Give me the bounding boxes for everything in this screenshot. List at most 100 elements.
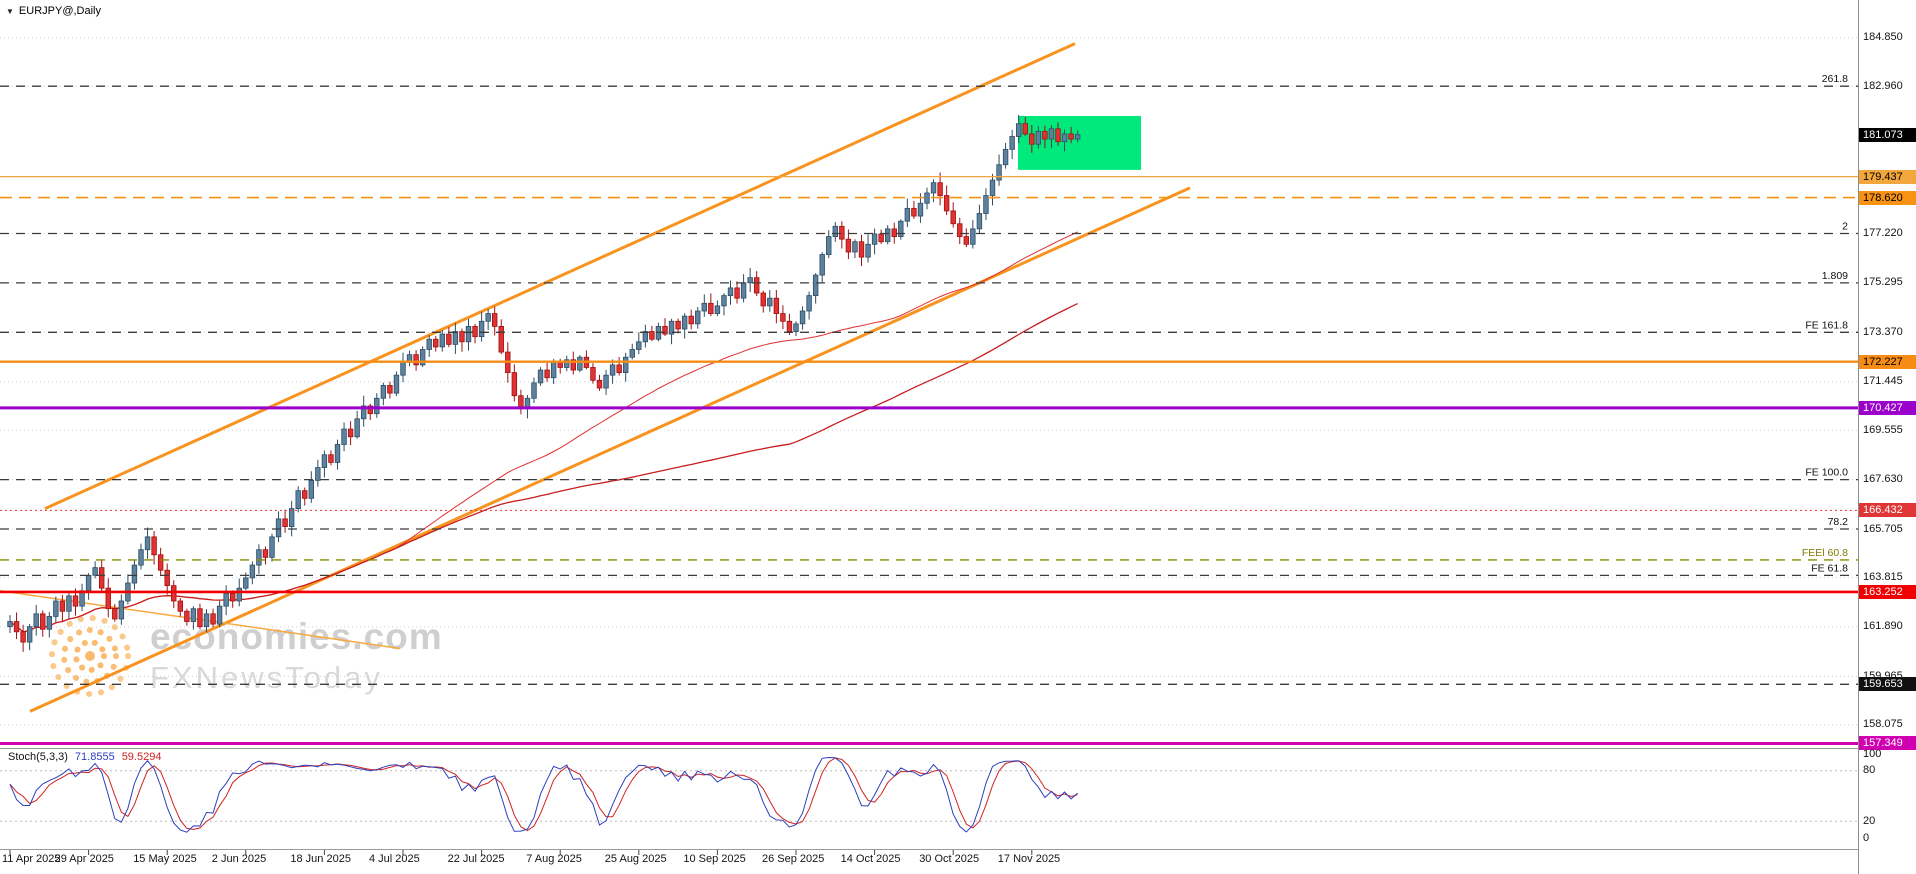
candle: [275, 518, 282, 538]
candle: [898, 220, 904, 237]
candle: [20, 631, 26, 643]
time-axis-label: 15 May 2025: [133, 853, 197, 865]
candle: [328, 454, 334, 463]
candle: [184, 610, 190, 622]
candle: [197, 608, 203, 628]
candle: [288, 508, 295, 527]
candle: [675, 320, 681, 330]
candle: [433, 338, 439, 348]
price-axis-tick: 184.850: [1863, 31, 1903, 44]
candle: [144, 536, 151, 551]
fib-level-label: 261.8: [1822, 73, 1848, 85]
price-level-badge: 170.427: [1859, 400, 1916, 415]
candle: [295, 490, 301, 510]
candle: [380, 385, 387, 399]
candle: [511, 372, 518, 397]
price-axis-tick: 158.075: [1863, 718, 1903, 731]
price-axis-tick: 169.555: [1863, 423, 1903, 436]
candle: [99, 567, 105, 589]
price-axis-tick: 165.705: [1863, 522, 1903, 535]
price-level-badge: 181.073: [1859, 127, 1916, 142]
ma-120-line: [9, 303, 1078, 633]
candle: [131, 564, 138, 584]
price-axis[interactable]: 184.850 182.960 177.220 175.295 173.370 171.4…: [1858, 0, 1916, 874]
candle: [878, 233, 884, 243]
channel-lower-line: [29, 186, 1191, 713]
candle: [596, 379, 603, 389]
candle: [33, 613, 39, 628]
candle: [819, 254, 825, 276]
ma-60-line: [9, 231, 1078, 633]
candle: [243, 577, 249, 589]
candle: [845, 238, 852, 253]
fib-level-label: 2: [1842, 221, 1848, 233]
time-axis-label: 10 Sep 2025: [683, 853, 746, 865]
candle: [413, 354, 419, 366]
candle: [930, 182, 937, 194]
stoch-axis-tick: 20: [1863, 814, 1876, 827]
time-axis-label: 4 Jul 2025: [369, 853, 420, 865]
candle: [976, 213, 983, 230]
candle: [871, 233, 878, 245]
candle: [203, 613, 210, 628]
candle: [950, 210, 956, 225]
candle: [767, 297, 773, 307]
candle: [282, 518, 288, 527]
candle: [852, 241, 858, 253]
price-axis-tick: 163.815: [1863, 571, 1903, 584]
candle: [334, 444, 341, 463]
candle: [105, 587, 111, 610]
candle: [865, 243, 871, 258]
fib-level-label: FE 61.8: [1811, 562, 1848, 574]
candle: [904, 207, 911, 222]
candle: [59, 600, 66, 612]
candle: [269, 536, 275, 558]
candle: [695, 310, 701, 325]
stoch-signal-line: [9, 757, 1078, 832]
time-axis-label: 25 Aug 2025: [604, 853, 667, 865]
candle: [734, 287, 740, 299]
candle: [341, 428, 347, 445]
time-axis-label: 17 Nov 2025: [997, 853, 1061, 865]
candle: [812, 274, 819, 297]
candle: [642, 331, 649, 343]
candle: [740, 282, 747, 299]
candle: [439, 333, 445, 348]
candle: [347, 428, 354, 438]
price-level-badge: 166.432: [1859, 503, 1916, 518]
candle: [603, 374, 609, 389]
candle: [590, 367, 596, 381]
candle: [649, 331, 655, 340]
candle: [498, 326, 504, 353]
candle: [970, 228, 976, 245]
candle: [262, 549, 269, 558]
time-axis[interactable]: 11 Apr 2025 29 Apr 2025 15 May 2025 2 Jun 2…: [0, 852, 1858, 872]
stoch-axis-tick: 100: [1863, 747, 1882, 760]
stoch-axis-tick: 80: [1863, 764, 1876, 777]
price-level-badge: 159.653: [1859, 677, 1916, 692]
candle: [53, 600, 59, 617]
candle: [793, 323, 799, 332]
time-axis-label: 18 Jun 2025: [290, 853, 351, 865]
candle: [544, 369, 550, 379]
candle: [727, 287, 734, 297]
candle: [957, 223, 963, 237]
candle: [40, 613, 46, 630]
candle: [229, 592, 236, 602]
candle: [13, 621, 20, 633]
candle: [426, 338, 432, 350]
candle: [885, 228, 891, 243]
candle: [118, 600, 125, 620]
fib-level-label: FEEl 60.8: [1802, 547, 1848, 559]
candle: [1068, 133, 1074, 140]
candle: [190, 608, 197, 622]
gridlines: [0, 37, 1858, 822]
time-axis-label: 2 Jun 2025: [211, 853, 267, 865]
candle: [1029, 133, 1035, 145]
candle: [537, 369, 544, 384]
price-axis-tick: 182.960: [1863, 79, 1903, 92]
symbol-dropdown-icon[interactable]: ▼: [6, 6, 14, 16]
candle: [85, 574, 92, 592]
